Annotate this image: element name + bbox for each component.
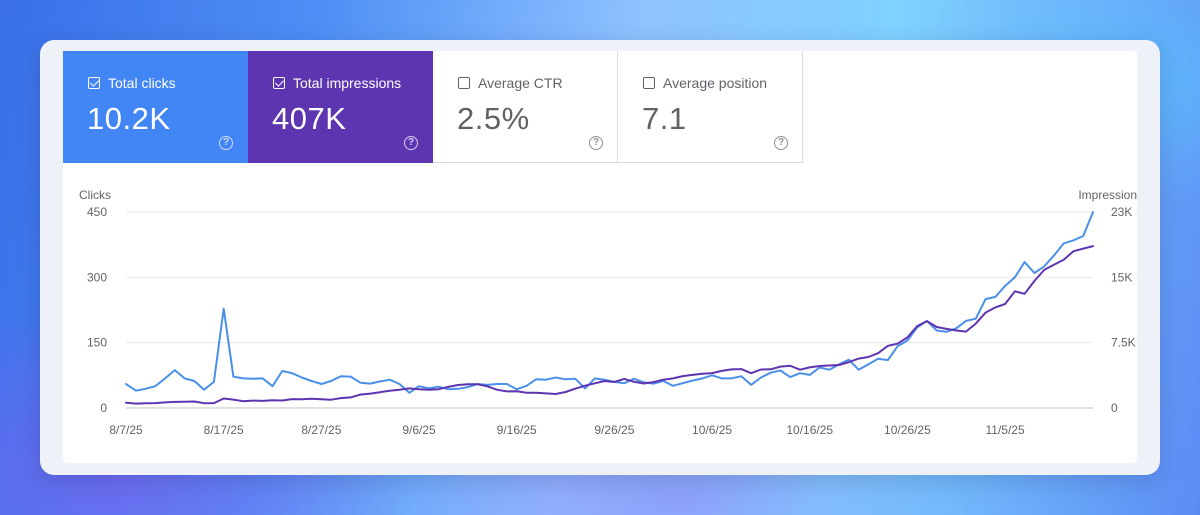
metric-label: Total impressions [293,75,402,91]
gridlines [126,211,1093,409]
metric-total-clicks[interactable]: Total clicks 10.2K ? [63,51,248,163]
y-axis-title-right: Impressions [1078,188,1137,202]
x-tick-label: 11/5/25 [986,423,1025,437]
x-tick-label: 8/17/25 [204,423,244,437]
y-ticks-left: 0 150 300 450 [87,205,107,415]
metric-average-position[interactable]: Average position 7.1 ? [618,51,803,163]
help-icon[interactable]: ? [774,136,788,150]
x-ticks: 8/7/25 8/17/25 8/27/25 9/6/25 9/16/25 9/26/25… [109,423,1025,437]
y-tick-label-right: 23K [1111,205,1132,219]
checkbox-unchecked-icon[interactable] [643,77,655,89]
x-tick-label: 8/27/25 [301,423,341,437]
metric-value: 7.1 [642,101,687,136]
help-icon[interactable]: ? [404,136,418,150]
y-tick-label-left: 300 [87,270,107,284]
metric-tabs: Total clicks 10.2K ? Total impressions 4… [63,51,803,163]
performance-panel: Total clicks 10.2K ? Total impressions 4… [63,51,1137,463]
x-tick-label: 10/16/25 [786,423,833,437]
y-tick-label-left: 150 [87,336,107,350]
metric-value: 2.5% [457,101,530,136]
y-tick-label-right: 15K [1111,270,1132,284]
y-tick-label-right: 0 [1111,401,1118,415]
impressions-series-line [125,245,1094,405]
y-tick-label-left: 450 [87,205,107,219]
x-tick-label: 10/6/25 [692,423,732,437]
series-lines [125,211,1094,405]
checkbox-unchecked-icon[interactable] [458,77,470,89]
report-card: Total clicks 10.2K ? Total impressions 4… [40,40,1160,475]
y-axis-title-left: Clicks [79,188,111,202]
y-tick-label-left: 0 [100,401,107,415]
metric-total-impressions[interactable]: Total impressions 407K ? [248,51,433,163]
metric-label: Average position [663,75,768,91]
x-tick-label: 9/26/25 [594,423,634,437]
y-tick-label-right: 7.5K [1111,336,1136,350]
performance-line-chart: Clicks Impressions 0 150 300 450 0 7.5K 15K 23… [79,188,1137,437]
x-tick-label: 8/7/25 [109,423,143,437]
help-icon[interactable]: ? [589,136,603,150]
clicks-series-line [125,211,1094,394]
metric-average-ctr[interactable]: Average CTR 2.5% ? [433,51,618,163]
metric-value: 10.2K [87,101,171,136]
metric-value: 407K [272,101,347,136]
y-ticks-right: 0 7.5K 15K 23K [1111,205,1136,415]
x-tick-label: 9/16/25 [497,423,537,437]
help-icon[interactable]: ? [219,136,233,150]
x-tick-label: 10/26/25 [884,423,931,437]
metric-label: Total clicks [108,75,176,91]
metric-label: Average CTR [478,75,563,91]
x-tick-label: 9/6/25 [402,423,436,437]
checkbox-checked-icon[interactable] [273,77,285,89]
checkbox-checked-icon[interactable] [88,77,100,89]
